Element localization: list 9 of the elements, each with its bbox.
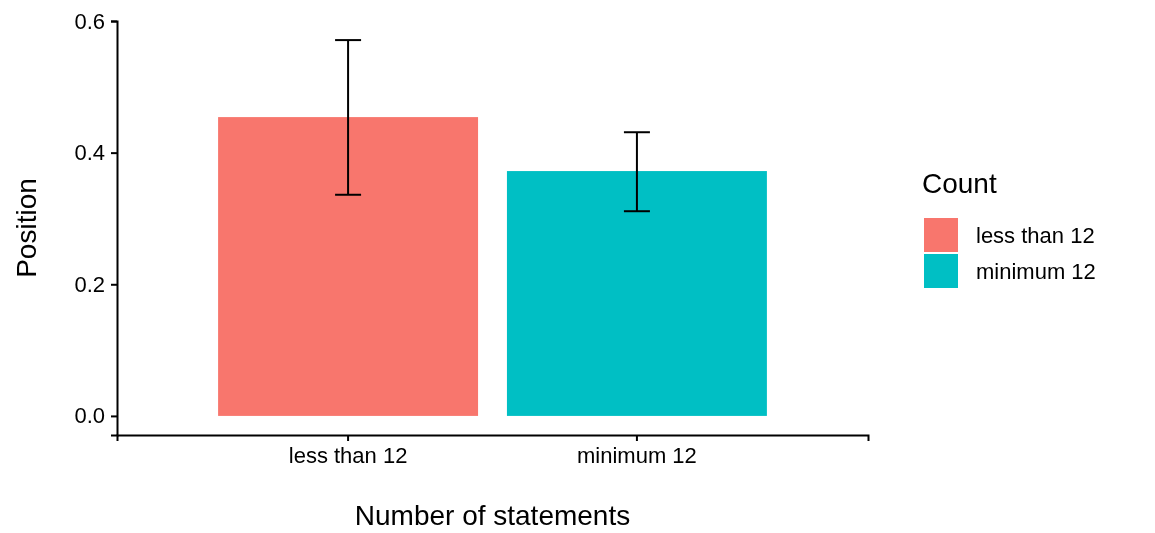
y-tick-label: 0.6 <box>74 8 105 34</box>
y-axis-title: Position <box>11 178 42 278</box>
legend-title: Count <box>922 168 997 199</box>
y-tick-label: 0.4 <box>74 140 105 166</box>
y-tick-label: 0.0 <box>74 403 105 429</box>
x-axis-title: Number of statements <box>354 500 631 531</box>
legend-label: minimum 12 <box>976 259 1096 284</box>
y-tick-label: 0.2 <box>74 271 105 297</box>
legend-label: less than 12 <box>976 223 1095 248</box>
